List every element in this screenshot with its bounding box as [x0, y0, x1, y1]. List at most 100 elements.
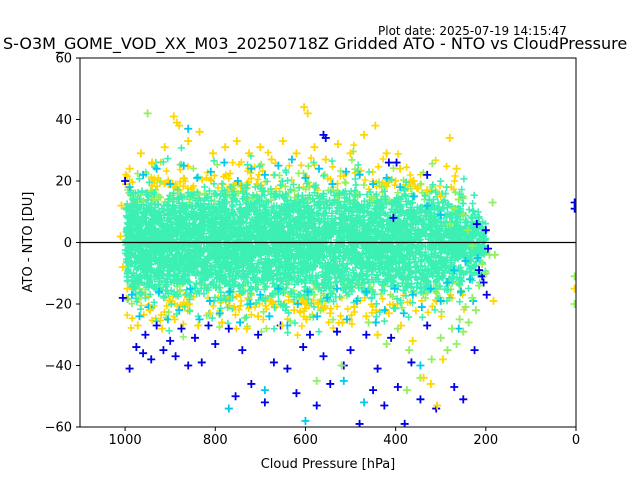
scatter-point	[121, 177, 130, 185]
scatter-point	[436, 333, 445, 342]
scatter-point	[463, 226, 472, 235]
scatter-point	[313, 312, 322, 321]
scatter-point	[148, 158, 157, 167]
scatter-point	[371, 121, 380, 130]
scatter-point	[274, 161, 283, 170]
scatter-point	[392, 158, 401, 167]
scatter-point	[186, 284, 195, 293]
scatter-point	[145, 306, 154, 315]
scatter-point	[301, 416, 310, 425]
scatter-point	[482, 290, 491, 299]
scatter-point	[154, 287, 163, 296]
scatter-point	[290, 306, 299, 315]
scatter-point	[481, 226, 490, 235]
scatter-point	[152, 321, 161, 330]
scatter-point	[141, 330, 150, 339]
scatter-point	[183, 300, 192, 308]
scatter-point	[139, 170, 148, 179]
scatter-point	[256, 290, 265, 299]
scatter-point	[193, 173, 202, 182]
scatter-point	[570, 300, 576, 308]
scatter-point	[405, 346, 414, 355]
scatter-point	[195, 315, 204, 324]
scatter-point	[215, 309, 224, 318]
scatter-point	[455, 315, 464, 324]
scatter-point	[433, 401, 442, 410]
scatter-point	[328, 180, 337, 189]
scatter-point	[402, 386, 411, 395]
scatter-point	[409, 192, 418, 201]
y-tick-label: −20	[45, 298, 72, 313]
scatter-point	[197, 358, 206, 367]
scatter-point	[426, 379, 435, 388]
scatter-point	[478, 260, 487, 269]
scatter-point	[459, 395, 468, 404]
y-tick-label: 60	[55, 52, 72, 67]
scatter-point	[292, 149, 301, 158]
scatter-point	[147, 355, 156, 364]
scatter-point	[397, 321, 406, 330]
scatter-point	[475, 266, 484, 275]
scatter-point	[232, 137, 241, 146]
cloud-cyan-green	[121, 144, 490, 337]
scatter-point	[342, 167, 351, 176]
scatter-point	[570, 284, 576, 293]
scatter-point	[475, 281, 484, 290]
scatter-point	[326, 309, 335, 318]
x-tick-label: 1000	[109, 433, 142, 448]
scatter-point	[194, 321, 203, 330]
scatter-point	[136, 149, 145, 158]
scatter-point	[423, 201, 432, 210]
scatter-point	[443, 278, 452, 287]
scatter-point	[387, 333, 396, 342]
scatter-point	[384, 309, 393, 318]
scatter-point	[302, 315, 311, 324]
scatter-point	[125, 183, 134, 192]
scatter-point	[314, 164, 323, 173]
scatter-point	[118, 293, 127, 302]
scatter-point	[339, 376, 348, 385]
scatter-point	[160, 143, 169, 152]
scatter-point	[283, 364, 292, 373]
scatter-point	[471, 306, 480, 315]
scatter-point	[369, 386, 378, 395]
scatter-point	[171, 352, 180, 361]
scatter-point	[360, 130, 369, 139]
x-axis-label: Cloud Pressure [hPa]	[261, 457, 396, 472]
scatter-point	[382, 149, 391, 158]
scatter-point	[125, 364, 134, 373]
scatter-point	[314, 300, 323, 308]
scatter-point	[256, 143, 265, 152]
scatter-point	[459, 210, 468, 219]
scatter-point	[125, 164, 134, 173]
scatter-point	[278, 321, 287, 330]
scatter-point	[292, 389, 301, 398]
scatter-point	[484, 244, 493, 253]
scatter-point	[450, 204, 459, 213]
y-tick-label: −40	[45, 359, 72, 374]
scatter-point	[205, 296, 214, 305]
scatter-point	[158, 324, 167, 333]
scatter-point	[233, 177, 242, 185]
scatter-point	[179, 161, 188, 170]
scatter-point	[448, 324, 456, 333]
scatter-point	[450, 266, 459, 275]
scatter-point	[195, 127, 204, 136]
scatter-point	[452, 339, 461, 348]
y-axis-label: ATO - NTO [DU]	[21, 192, 36, 293]
scatter-point	[346, 149, 355, 158]
scatter-point	[132, 343, 141, 352]
scatter-point	[362, 330, 371, 339]
scatter-point	[299, 343, 308, 352]
scatter-point	[211, 339, 220, 348]
scatter-point	[260, 386, 269, 395]
scatter-point	[369, 180, 378, 189]
scatter-point	[371, 318, 380, 327]
scatter-point	[175, 121, 184, 130]
scatter-point	[443, 346, 452, 355]
scatter-point	[221, 143, 230, 152]
scatter-point	[426, 284, 435, 293]
scatter-point	[423, 170, 432, 179]
scatter-point	[488, 198, 497, 207]
scatter-point	[457, 287, 466, 296]
